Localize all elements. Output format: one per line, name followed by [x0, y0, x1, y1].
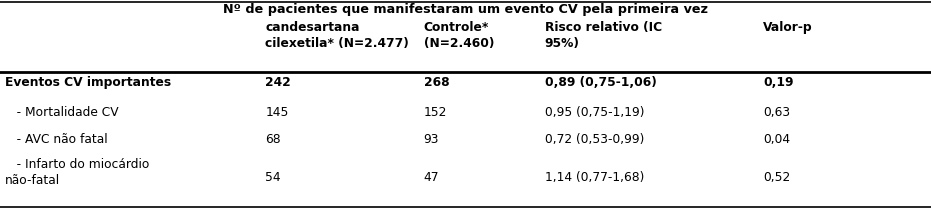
Text: 0,95 (0,75-1,19): 0,95 (0,75-1,19) — [545, 106, 644, 119]
Text: 0,04: 0,04 — [763, 133, 790, 146]
Text: 268: 268 — [424, 76, 450, 89]
Text: 1,14 (0,77-1,68): 1,14 (0,77-1,68) — [545, 171, 644, 184]
Text: - Mortalidade CV: - Mortalidade CV — [5, 106, 118, 119]
Text: 242: 242 — [265, 76, 291, 89]
Text: 0,19: 0,19 — [763, 76, 794, 89]
Text: 145: 145 — [265, 106, 289, 119]
Text: 93: 93 — [424, 133, 439, 146]
Text: - Infarto do miocárdio
não-fatal: - Infarto do miocárdio não-fatal — [5, 158, 149, 186]
Text: Nº de pacientes que manifestaram um evento CV pela primeira vez: Nº de pacientes que manifestaram um even… — [223, 3, 708, 16]
Text: 0,52: 0,52 — [763, 171, 790, 184]
Text: Risco relativo (IC
95%): Risco relativo (IC 95%) — [545, 21, 662, 50]
Text: - AVC não fatal: - AVC não fatal — [5, 133, 107, 146]
Text: Eventos CV importantes: Eventos CV importantes — [5, 76, 170, 89]
Text: 68: 68 — [265, 133, 281, 146]
Text: 0,89 (0,75-1,06): 0,89 (0,75-1,06) — [545, 76, 656, 89]
Text: 152: 152 — [424, 106, 447, 119]
Text: Controle*
(N=2.460): Controle* (N=2.460) — [424, 21, 494, 50]
Text: 0,72 (0,53-0,99): 0,72 (0,53-0,99) — [545, 133, 644, 146]
Text: candesartana
cilexetila* (N=2.477): candesartana cilexetila* (N=2.477) — [265, 21, 409, 50]
Text: 0,63: 0,63 — [763, 106, 790, 119]
Text: Valor-p: Valor-p — [763, 21, 813, 34]
Text: 54: 54 — [265, 171, 281, 184]
Text: 47: 47 — [424, 171, 439, 184]
